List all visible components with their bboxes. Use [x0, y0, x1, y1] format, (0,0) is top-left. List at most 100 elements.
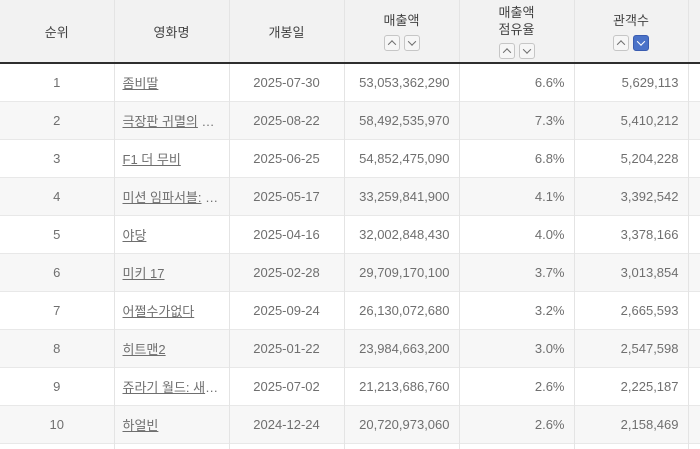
col-header-release-label: 개봉일 — [268, 24, 305, 40]
sales-cell: 29,709,170,100 — [343, 252, 459, 291]
sales-cell: 20,720,973,060 — [343, 404, 459, 443]
sales-share-cell: 3.2% — [458, 290, 574, 329]
title-cell: 극장판 귀멸의 … — [113, 100, 229, 139]
release-date-cell: 2025-05-17 — [228, 176, 344, 215]
audience-cell: 2,665,593 — [573, 290, 688, 329]
sales-cell: 33,259,841,900 — [343, 176, 459, 215]
sales-share-cell: 2.6% — [458, 366, 574, 405]
chevron-down-icon — [407, 36, 416, 46]
sales-cell: 21,213,686,760 — [343, 366, 459, 405]
audience-cell: 3,378,166 — [573, 214, 688, 253]
rank-cell: 1 — [0, 62, 114, 101]
sales-share-cell: 2.6% — [458, 404, 574, 443]
rank-cell: 8 — [0, 328, 114, 367]
title-cell: 야당 — [113, 214, 229, 253]
title-cell: 미션 임파서블: … — [113, 176, 229, 215]
movie-title-link[interactable]: 히트맨2 — [122, 341, 166, 357]
col-header-sales-share: 매출액 점유율 — [458, 0, 574, 64]
share-sort-asc-button[interactable] — [498, 42, 515, 59]
table-row: 8 히트맨2 2025-01-22 23,984,663,200 3.0% 2,… — [0, 328, 700, 367]
clipped-column-cell — [687, 176, 700, 215]
rank-cell: 4 — [0, 176, 114, 215]
chevron-down-icon — [522, 44, 531, 54]
table-row: 2 극장판 귀멸의 … 2025-08-22 58,492,535,970 7.… — [0, 100, 700, 139]
movie-title-link[interactable]: 야당 — [122, 227, 147, 243]
rank-cell: 6 — [0, 252, 114, 291]
release-date-cell: 2024-12-24 — [228, 404, 344, 443]
sales-cell: 58,492,535,970 — [343, 100, 459, 139]
title-cell: 하얼빈 — [113, 404, 229, 443]
sales-share-cell: 3.0% — [458, 328, 574, 367]
title-cell: 어쩔수가없다 — [113, 290, 229, 329]
table-row: 7 어쩔수가없다 2025-09-24 26,130,072,680 3.2% … — [0, 290, 700, 329]
movie-title-link[interactable]: 좀비딸 — [122, 75, 159, 91]
table-row: 10 하얼빈 2024-12-24 20,720,973,060 2.6% 2,… — [0, 404, 700, 443]
audience-sort-asc-button[interactable] — [613, 34, 629, 51]
col-header-title: 영화명 — [113, 0, 229, 64]
movie-title-link[interactable]: 극장판 귀멸의 — [122, 113, 198, 129]
audience-cell: 2,225,187 — [573, 366, 688, 405]
col-header-audience: 관객수 — [573, 0, 688, 64]
col-header-release: 개봉일 — [228, 0, 344, 64]
sales-share-cell: 4.1% — [458, 176, 574, 215]
chevron-down-icon — [636, 36, 646, 46]
release-date-cell: 2025-07-02 — [228, 366, 344, 405]
release-date-cell: 2025-08-22 — [228, 100, 344, 139]
sales-cell: 53,053,362,290 — [343, 62, 459, 101]
rank-cell: 2 — [0, 100, 114, 139]
table-row: 1 좀비딸 2025-07-30 53,053,362,290 6.6% 5,6… — [0, 62, 700, 101]
sales-share-cell: 6.6% — [458, 62, 574, 101]
clipped-column-cell — [687, 290, 700, 329]
movie-title-link[interactable]: F1 더 무비 — [122, 151, 181, 167]
clipped-column-cell — [687, 328, 700, 367]
col-header-rank: 순위 — [0, 0, 114, 64]
col-header-sales-label: 매출액 — [383, 12, 420, 28]
col-header-rank-label: 순위 — [44, 24, 69, 40]
release-date-cell: 2025-07-30 — [228, 62, 344, 101]
title-ellipsis: … — [205, 379, 219, 395]
chevron-up-icon — [616, 39, 626, 49]
col-header-audience-label: 관객수 — [613, 12, 649, 28]
col-header-title-label: 영화명 — [153, 24, 190, 40]
title-cell: 쥬라기 월드: 새… — [113, 366, 229, 405]
clipped-column-cell — [687, 138, 700, 177]
sales-cell: 54,852,475,090 — [343, 138, 459, 177]
audience-cell: 5,629,113 — [573, 62, 688, 101]
clipped-column-cell — [687, 252, 700, 291]
audience-cell: 2,158,469 — [573, 404, 688, 443]
col-header-sales: 매출액 — [343, 0, 459, 64]
partial-row — [0, 442, 700, 449]
title-ellipsis: … — [201, 189, 219, 205]
clipped-column-cell — [687, 214, 700, 253]
clipped-column-cell — [687, 366, 700, 405]
movie-title-link[interactable]: 어쩔수가없다 — [122, 303, 195, 319]
sales-sort-desc-button[interactable] — [403, 34, 420, 51]
movie-title-link[interactable]: 미키 17 — [122, 265, 165, 281]
col-header-sales-share-label: 매출액 점유율 — [498, 4, 535, 37]
sales-share-cell: 4.0% — [458, 214, 574, 253]
movie-title-link[interactable]: 하얼빈 — [122, 417, 159, 433]
rank-cell: 7 — [0, 290, 114, 329]
share-sort-desc-button[interactable] — [518, 42, 535, 59]
movie-title-link[interactable]: 쥬라기 월드: 새 — [122, 379, 206, 395]
sales-share-cell: 7.3% — [458, 100, 574, 139]
sales-cell: 32,002,848,430 — [343, 214, 459, 253]
rank-cell: 9 — [0, 366, 114, 405]
title-ellipsis: … — [197, 113, 215, 129]
movie-title-link[interactable]: 미션 임파서블: — [122, 189, 202, 205]
sales-share-cell: 6.8% — [458, 138, 574, 177]
chevron-up-icon — [387, 39, 396, 49]
audience-sort-desc-button[interactable] — [633, 34, 649, 51]
title-cell: 좀비딸 — [113, 62, 229, 101]
audience-cell: 2,547,598 — [573, 328, 688, 367]
title-cell: F1 더 무비 — [113, 138, 229, 177]
sales-sort-asc-button[interactable] — [383, 34, 400, 51]
table-row: 4 미션 임파서블: … 2025-05-17 33,259,841,900 4… — [0, 176, 700, 215]
chevron-up-icon — [502, 47, 511, 57]
clipped-column-cell — [687, 62, 700, 101]
table-row: 5 야당 2025-04-16 32,002,848,430 4.0% 3,37… — [0, 214, 700, 253]
rank-cell: 3 — [0, 138, 114, 177]
clipped-column-cell — [687, 100, 700, 139]
